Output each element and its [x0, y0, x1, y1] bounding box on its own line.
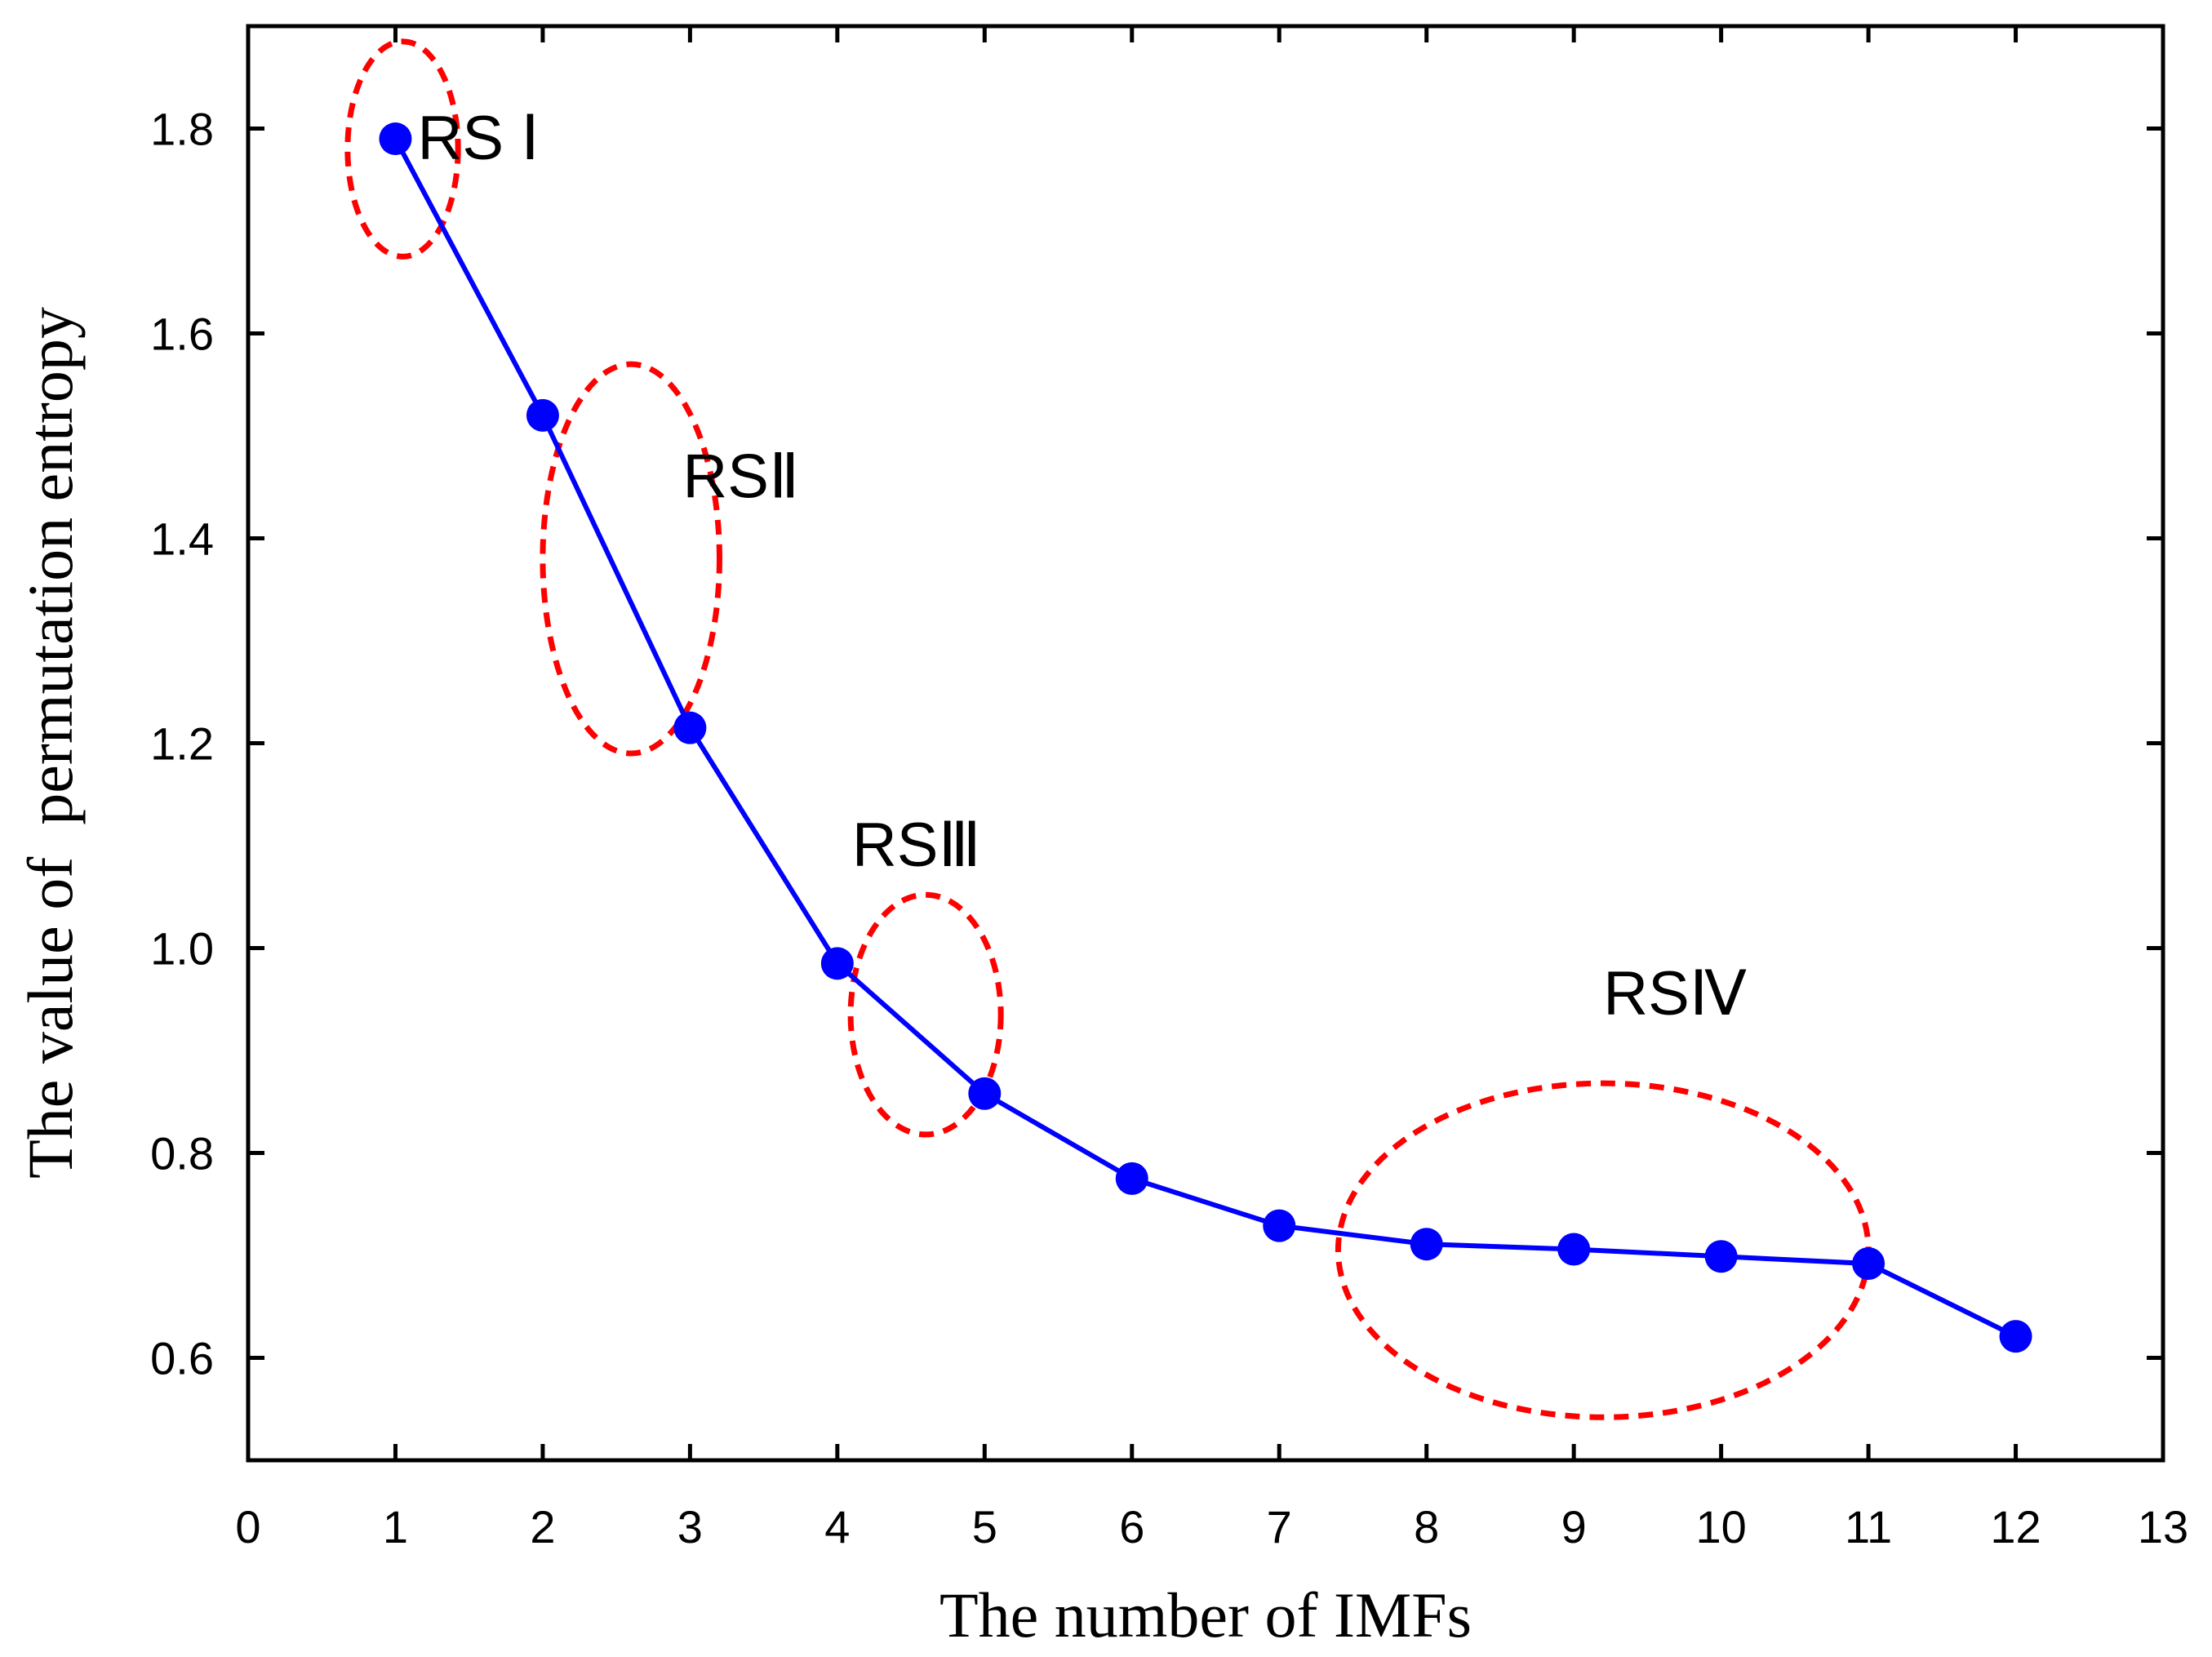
data-point — [1410, 1228, 1443, 1261]
region-label: RS Ⅰ — [418, 104, 540, 173]
data-point — [820, 947, 854, 980]
y-tick-label: 0.8 — [150, 1128, 214, 1179]
region-label-roman: Ⅳ — [1690, 960, 1747, 1028]
x-axis-title: The number of IMFs — [939, 1579, 1472, 1650]
plot-frame — [246, 24, 2165, 1463]
y-axis-title: The value of permutation entropy — [15, 307, 86, 1179]
x-tick-label: 3 — [677, 1501, 703, 1553]
x-tick-label: 2 — [530, 1501, 555, 1553]
x-tick-label: 1 — [383, 1501, 408, 1553]
region-label: RSⅢ — [852, 811, 981, 880]
region-ellipse — [540, 361, 722, 757]
x-tick-label: 12 — [1990, 1501, 2041, 1553]
region-ellipse — [847, 891, 1004, 1138]
series-line — [393, 137, 2017, 1339]
region-ellipse — [344, 38, 461, 260]
y-tick-label: 1.8 — [150, 104, 214, 155]
data-point — [968, 1077, 1002, 1110]
x-tick-label: 13 — [2138, 1501, 2188, 1553]
data-point — [1704, 1240, 1738, 1273]
region-label-prefix: RS — [418, 104, 522, 173]
x-tick-label: 9 — [1561, 1501, 1587, 1553]
x-tick-label: 11 — [1845, 1501, 1892, 1553]
y-tick-label: 1.2 — [150, 718, 214, 770]
region-label-roman: Ⅰ — [521, 104, 539, 173]
data-point — [379, 122, 412, 156]
data-point — [1115, 1162, 1148, 1195]
data-point — [1557, 1233, 1591, 1266]
region-label-prefix: RS — [852, 811, 939, 880]
data-point — [1263, 1209, 1296, 1242]
data-point — [673, 711, 707, 744]
x-tick-label: 5 — [972, 1501, 997, 1553]
region-label-prefix: RS — [1603, 959, 1690, 1028]
region-label-roman: Ⅲ — [938, 811, 980, 880]
x-tick-label: 0 — [235, 1501, 260, 1553]
x-tick-label: 8 — [1414, 1501, 1439, 1553]
y-tick-label: 1.6 — [150, 309, 214, 360]
y-tick-label: 1.0 — [150, 923, 214, 975]
y-tick-label: 0.6 — [150, 1333, 214, 1384]
y-axis-ticks: 0.6 0.8 1.0 1.2 1.4 1.6 1.8 — [150, 104, 2163, 1384]
series-layer — [379, 122, 2032, 1353]
region-label: RSⅡ — [682, 442, 799, 511]
data-point — [1999, 1320, 2032, 1353]
x-tick-label: 6 — [1119, 1501, 1144, 1553]
region-label-prefix: RS — [682, 442, 769, 511]
x-axis-ticks: 0 1 2 3 4 5 6 7 8 9 10 11 12 13 — [235, 26, 2188, 1553]
region-ellipses — [344, 38, 1872, 1420]
x-tick-label: 4 — [824, 1501, 850, 1553]
data-point — [526, 398, 559, 432]
x-tick-label: 7 — [1267, 1501, 1292, 1553]
x-tick-label: 10 — [1695, 1501, 1746, 1553]
region-label-roman: Ⅱ — [769, 442, 799, 511]
y-tick-label: 1.4 — [150, 513, 214, 565]
data-point — [1852, 1247, 1886, 1281]
region-label: RSⅣ — [1603, 959, 1747, 1028]
